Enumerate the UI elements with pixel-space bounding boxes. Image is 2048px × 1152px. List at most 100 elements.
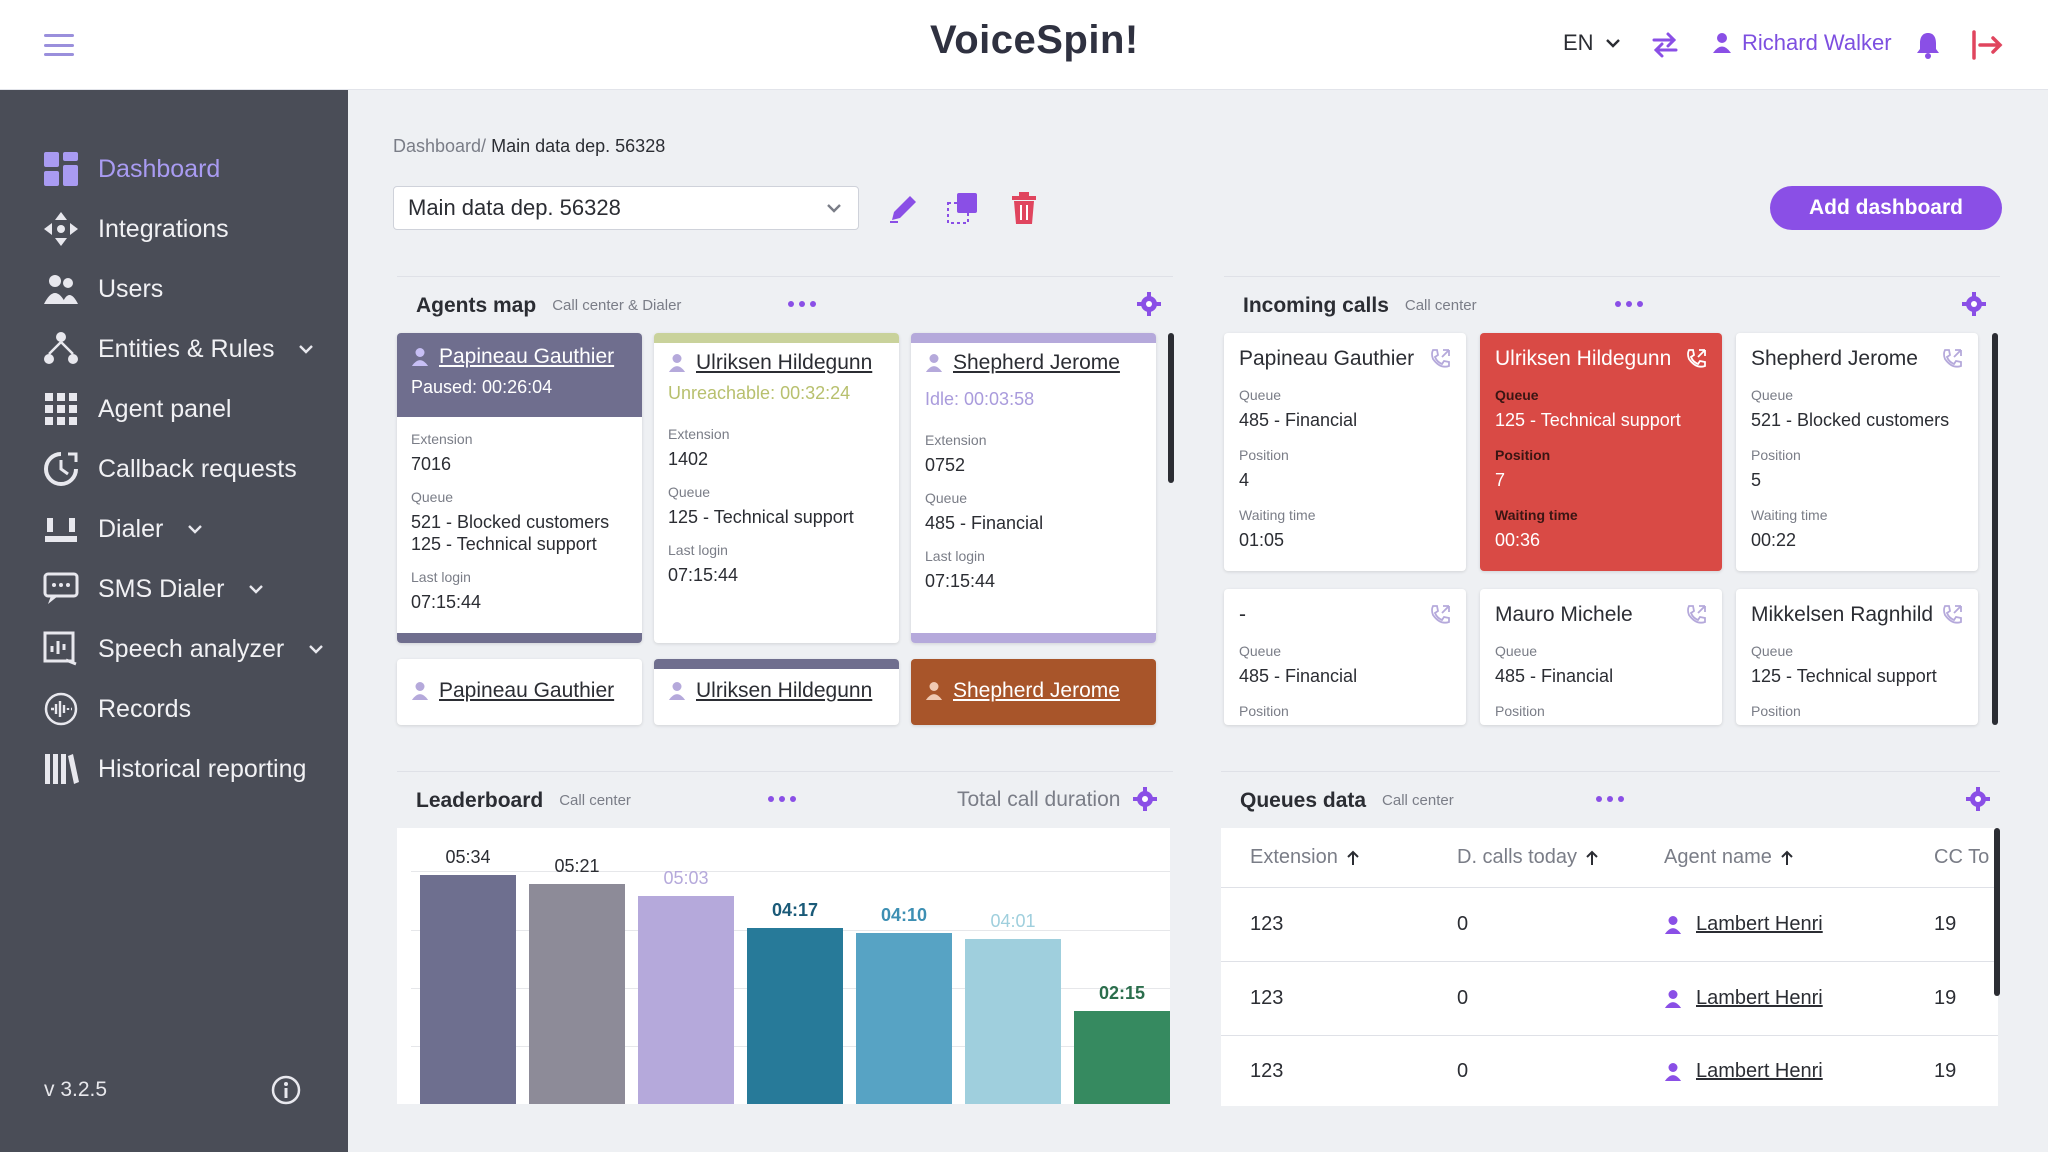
leaderboard-bar[interactable] [529, 884, 625, 1104]
leaderboard-bar[interactable] [420, 875, 516, 1104]
queues-table: Extension D. calls today Agent name CC T… [1221, 828, 2000, 1109]
bar-value-label: 02:15 [1098, 983, 1146, 1003]
leaderboard-bar[interactable] [965, 939, 1061, 1104]
delete-trash-icon[interactable] [1006, 190, 1042, 226]
table-row[interactable]: 123 0 Lambert Henri 19 [1221, 963, 1998, 1036]
agent-name: Papineau Gauthier [439, 345, 615, 368]
position-label: Position [1239, 703, 1289, 719]
settings-gear-icon[interactable] [1137, 292, 1161, 316]
agent-name-link[interactable]: Ulriksen Hildegunn [668, 351, 885, 375]
waiting-time-label: Waiting time [1751, 507, 1828, 523]
leaderboard-widget: Leaderboard Call center Total call durat… [397, 771, 1173, 831]
info-icon[interactable] [270, 1074, 302, 1106]
agent-status: Paused: 00:26:04 [411, 377, 553, 397]
queue-label: Queue [1495, 387, 1539, 403]
incoming-call-card[interactable]: Papineau Gauthier Queue 485 - Financial … [1224, 333, 1466, 571]
bar-value-label: 04:10 [880, 905, 928, 925]
sidebar-item-callback-requests[interactable]: Callback requests [42, 447, 297, 491]
leaderboard-metric[interactable]: Total call duration [957, 788, 1121, 811]
sidebar: Dashboard Integrations Users Entities & … [0, 90, 348, 1152]
leaderboard-bar[interactable] [638, 896, 734, 1104]
drag-handle-icon[interactable] [767, 793, 797, 805]
sidebar-item-entities-rules[interactable]: Entities & Rules [42, 327, 316, 371]
agent-name-link[interactable]: Papineau Gauthier [411, 345, 628, 369]
agent-name-link[interactable]: Ulriksen Hildegunn [668, 679, 885, 703]
incoming-call-card[interactable]: Shepherd Jerome Queue 521 - Blocked cust… [1736, 333, 1978, 571]
agent-card[interactable]: Ulriksen Hildegunn Unreachable: 00:32:24… [654, 333, 899, 643]
add-dashboard-button[interactable]: Add dashboard [1770, 186, 2002, 230]
incoming-call-card[interactable]: Mauro Michele Queue 485 - Financial Posi… [1480, 589, 1722, 725]
agent-card[interactable]: Papineau Gauthier Paused: 00:26:04 Exten… [397, 333, 642, 643]
breadcrumb-root[interactable]: Dashboard/ [393, 136, 487, 156]
sidebar-item-agent-panel[interactable]: Agent panel [42, 387, 231, 431]
table-row[interactable]: 123 0 Lambert Henri 19 [1221, 889, 1998, 962]
queues-scrollbar[interactable] [1994, 828, 2000, 996]
caller-name: Ulriksen Hildegunn [1495, 347, 1672, 370]
sidebar-item-label: Entities & Rules [98, 334, 275, 363]
agents-map-scrollbar[interactable] [1168, 333, 1174, 483]
sidebar-item-integrations[interactable]: Integrations [42, 207, 229, 251]
incoming-call-card[interactable]: Ulriksen Hildegunn Queue 125 - Technical… [1480, 333, 1722, 571]
column-header-cc-to[interactable]: CC To [1934, 846, 1990, 868]
extension-label: Extension [925, 432, 987, 448]
incoming-call-card[interactable]: Mikkelsen Ragnhild Queue 125 - Technical… [1736, 589, 1978, 725]
sidebar-item-label: Callback requests [98, 454, 297, 483]
duplicate-icon[interactable] [944, 190, 980, 226]
settings-gear-icon[interactable] [1133, 787, 1157, 811]
column-header-agent-name[interactable]: Agent name [1664, 846, 1794, 869]
agent-card-header: Ulriksen Hildegunn Unreachable: 00:32:24 [654, 343, 899, 412]
cell-calls-today: 0 [1457, 1060, 1469, 1082]
language-selector[interactable]: EN [1563, 30, 1622, 56]
agent-card[interactable]: Papineau Gauthier [397, 659, 642, 725]
sidebar-item-dashboard[interactable]: Dashboard [42, 147, 220, 191]
settings-gear-icon[interactable] [1962, 292, 1986, 316]
table-row[interactable]: 123 0 Lambert Henri 19 [1221, 1036, 1998, 1109]
cell-agent-name[interactable]: Lambert Henri [1664, 1060, 1823, 1083]
agent-name-link: Lambert Henri [1696, 987, 1823, 1009]
agent-name: Shepherd Jerome [953, 679, 1120, 702]
leaderboard-bar[interactable] [1074, 1011, 1170, 1104]
drag-handle-icon[interactable] [1614, 298, 1644, 310]
menu-burger-icon[interactable] [44, 34, 74, 56]
sidebar-item-label: Historical reporting [98, 754, 307, 783]
leaderboard-bar[interactable] [856, 933, 952, 1104]
sidebar-item-dialer[interactable]: Dialer [42, 507, 205, 551]
widget-subtitle: Call center [559, 792, 631, 809]
cell-agent-name[interactable]: Lambert Henri [1664, 987, 1823, 1010]
settings-gear-icon[interactable] [1966, 787, 1990, 811]
status-bar [911, 333, 1156, 343]
sidebar-item-records[interactable]: Records [42, 687, 191, 731]
sidebar-item-speech-analyzer[interactable]: Speech analyzer [42, 627, 326, 671]
agent-status: Unreachable: 00:32:24 [668, 383, 851, 403]
user-profile-link[interactable]: Richard Walker [1712, 30, 1892, 56]
sidebar-item-users[interactable]: Users [42, 267, 163, 311]
extension-label: Extension [668, 426, 730, 442]
drag-handle-icon[interactable] [1595, 793, 1625, 805]
dashboard-select[interactable]: Main data dep. 56328 [393, 186, 859, 230]
sidebar-item-historical-reporting[interactable]: Historical reporting [42, 747, 306, 791]
agent-name-link[interactable]: Shepherd Jerome [925, 679, 1142, 703]
queue-value: 521 - Blocked customers [1751, 410, 1950, 430]
agent-name-link[interactable]: Papineau Gauthier [411, 679, 628, 703]
leaderboard-bar[interactable] [747, 928, 843, 1104]
column-header-calls-today[interactable]: D. calls today [1457, 846, 1599, 869]
incoming-call-card[interactable]: - Queue 485 - Financial Position [1224, 589, 1466, 725]
agent-card[interactable]: Shepherd Jerome [911, 659, 1156, 725]
drag-handle-icon[interactable] [787, 298, 817, 310]
column-header-extension[interactable]: Extension [1250, 846, 1360, 869]
cell-agent-name[interactable]: Lambert Henri [1664, 913, 1823, 936]
logout-icon[interactable] [1970, 28, 2006, 62]
user-icon [925, 682, 943, 700]
caller-name: Papineau Gauthier [1239, 347, 1415, 370]
dashboard-icon [44, 152, 78, 186]
agent-card[interactable]: Shepherd Jerome Idle: 00:03:58 Extension… [911, 333, 1156, 643]
bell-icon[interactable] [1914, 30, 1942, 60]
sidebar-item-sms-dialer[interactable]: SMS Dialer [42, 567, 266, 611]
user-icon [1664, 1062, 1682, 1081]
agent-name-link[interactable]: Shepherd Jerome [925, 351, 1142, 375]
incoming-calls-scrollbar[interactable] [1992, 333, 1998, 725]
edit-pencil-icon[interactable] [886, 190, 922, 226]
swap-arrows-icon[interactable] [1648, 28, 1682, 62]
dashboard-select-value: Main data dep. 56328 [408, 195, 621, 220]
agent-card[interactable]: Ulriksen Hildegunn [654, 659, 899, 725]
